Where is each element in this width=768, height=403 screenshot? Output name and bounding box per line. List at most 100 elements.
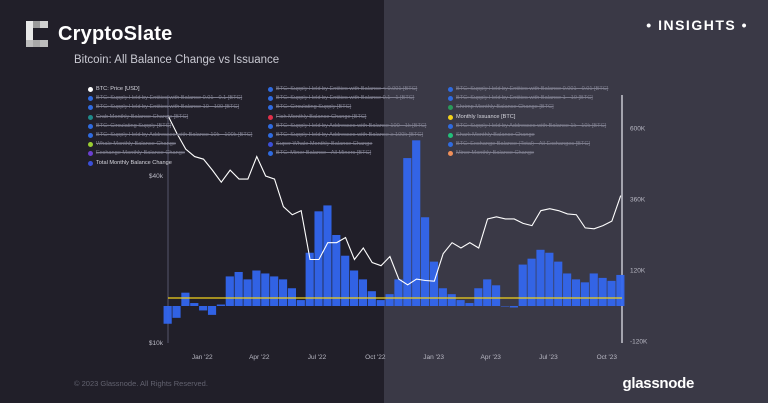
legend-dot-icon <box>448 133 453 139</box>
legend-item[interactable]: BTC: Supply Held by Addresses with Balan… <box>88 131 252 140</box>
legend-label: BTC: Supply Held by Entities with Balanc… <box>96 95 243 102</box>
legend-dot-icon <box>88 105 93 111</box>
balance-bar <box>163 306 172 324</box>
legend-dot-icon <box>88 142 93 148</box>
balance-bar <box>305 252 314 306</box>
legend-label: Miner Monthly Balance Change <box>456 150 535 157</box>
legend-dot-icon <box>268 114 273 120</box>
balance-bar <box>296 300 305 306</box>
legend-dot-icon <box>268 105 273 111</box>
balance-bar <box>190 303 199 306</box>
legend-dot-icon <box>448 87 453 93</box>
legend-item[interactable]: BTC: Circulating Supply [BTC] <box>268 103 426 112</box>
legend-item[interactable]: Super Whale Monthly Balance Change <box>268 140 426 149</box>
left-tick-label: $40k <box>149 173 164 180</box>
balance-bar <box>536 249 545 306</box>
legend-item[interactable]: Shrimp Monthly Balance Change [BTC] <box>448 103 608 112</box>
balance-bar <box>554 261 563 306</box>
balance-bar <box>527 258 536 306</box>
balance-bar <box>358 279 368 306</box>
legend-dot-icon <box>448 151 453 157</box>
legend-label: Whale Monthly Balance Change <box>96 141 176 148</box>
legend-label: Exchange Monthly Balance Change <box>96 150 185 157</box>
balance-bar <box>447 294 456 306</box>
legend-item[interactable]: Fish Monthly Balance Change [BTC] <box>268 113 426 122</box>
legend-dot-icon <box>88 133 93 139</box>
highlight-overlay <box>384 0 768 403</box>
legend-item[interactable]: BTC: Exchange Balance (Total) - All Exch… <box>448 140 608 149</box>
legend-dot-icon <box>448 96 453 102</box>
balance-bar <box>429 261 439 306</box>
legend-item[interactable]: BTC: Supply Held by Entities with Balanc… <box>88 94 252 103</box>
legend-item[interactable]: BTC: Supply Held by Addresses with Balan… <box>268 131 426 140</box>
legend-item[interactable]: BTC: Circulating Supply [BTC] <box>88 122 252 131</box>
balance-bar <box>181 292 190 306</box>
legend-item[interactable]: BTC: Price [USD] <box>88 85 252 94</box>
balance-bar <box>270 276 279 306</box>
legend-label: Fish Monthly Balance Change [BTC] <box>276 113 367 120</box>
balance-bar <box>385 294 394 306</box>
balance-bar <box>571 279 581 306</box>
legend-dot-icon <box>88 123 93 129</box>
legend-label: BTC: Supply Held by Entities with Balanc… <box>276 95 415 102</box>
balance-bar <box>518 264 527 306</box>
legend-item[interactable]: Whale Monthly Balance Change <box>88 140 252 149</box>
balance-bar <box>412 140 421 306</box>
legend-item[interactable]: BTC: Supply Held by Addresses with Balan… <box>448 122 608 131</box>
legend-dot-icon <box>268 142 273 148</box>
legend-item[interactable]: Crab Monthly Balance Change [BTC] <box>88 113 252 122</box>
legend-label: BTC: Circulating Supply [BTC] <box>276 104 352 111</box>
balance-bar <box>465 303 474 306</box>
legend-label: BTC: Supply Held by Addresses with Balan… <box>96 131 253 138</box>
right-tick-label: 360K <box>630 197 646 204</box>
legend-item[interactable]: BTC: Supply Held by Entities with Balanc… <box>448 94 608 103</box>
balance-bar <box>252 270 261 306</box>
balance-bar <box>438 288 447 306</box>
balance-bar <box>261 273 270 306</box>
legend-label: Shrimp Monthly Balance Change [BTC] <box>456 104 554 111</box>
legend-item[interactable]: BTC: Supply Held by Entities with Balanc… <box>268 94 426 103</box>
legend-item[interactable]: Exchange Monthly Balance Change <box>88 149 252 158</box>
right-tick-label: -120K <box>630 339 648 346</box>
legend-dot-icon <box>88 151 93 157</box>
legend-dot-icon <box>268 151 273 157</box>
legend-dot-icon <box>448 123 453 129</box>
balance-bar <box>234 271 243 306</box>
legend-dot-icon <box>268 123 273 129</box>
balance-bar <box>323 205 332 306</box>
legend-item[interactable]: Monthly Issuance [BTC] <box>448 113 608 122</box>
balance-bar <box>456 300 465 306</box>
insights-badge: • INSIGHTS • <box>646 17 748 33</box>
balance-bar <box>500 306 510 307</box>
x-tick-label: Jul '23 <box>539 354 558 361</box>
legend-item[interactable]: Shark Monthly Balance Change <box>448 131 608 140</box>
legend-dot-icon <box>448 142 453 148</box>
x-tick-label: Jan '22 <box>192 354 213 361</box>
balance-bar <box>580 282 589 306</box>
legend-item[interactable]: BTC: Supply Held by Entities with Balanc… <box>448 85 608 94</box>
legend-item[interactable]: Total Monthly Balance Change <box>88 159 252 168</box>
legend-item[interactable]: BTC: Supply Held by Entities with Balanc… <box>88 103 252 112</box>
legend-column: BTC: Supply Held by Entities with Balanc… <box>448 85 608 159</box>
legend-label: BTC: Price [USD] <box>96 86 140 92</box>
price-line <box>167 115 622 286</box>
balance-bar <box>243 279 252 306</box>
legend-label: BTC: Supply Held by Entities with Balanc… <box>96 104 240 111</box>
legend-item[interactable]: BTC: Miner Balance - All Miners [BTC] <box>268 149 426 158</box>
legend-label: BTC: Supply Held by Entities with Balanc… <box>456 86 609 92</box>
x-tick-label: Apr '23 <box>481 354 502 361</box>
balance-bar <box>420 217 430 306</box>
legend-item[interactable]: Miner Monthly Balance Change <box>448 149 608 158</box>
legend-item[interactable]: BTC: Supply Held by Addresses with Balan… <box>268 122 426 131</box>
balance-bar <box>216 304 225 306</box>
legend-label: Total Monthly Balance Change <box>96 159 172 166</box>
legend-label: Crab Monthly Balance Change [BTC] <box>96 113 189 120</box>
copyright: © 2023 Glassnode. All Rights Reserved. <box>74 379 208 388</box>
balance-bar <box>545 252 554 306</box>
legend-label: Super Whale Monthly Balance Change <box>276 141 373 148</box>
legend-item[interactable]: BTC: Supply Held by Entities with Balanc… <box>268 85 426 94</box>
legend-dot-icon <box>88 160 93 166</box>
legend-label: Shark Monthly Balance Change <box>456 131 535 138</box>
chart-title: Bitcoin: All Balance Change vs Issuance <box>74 54 280 66</box>
